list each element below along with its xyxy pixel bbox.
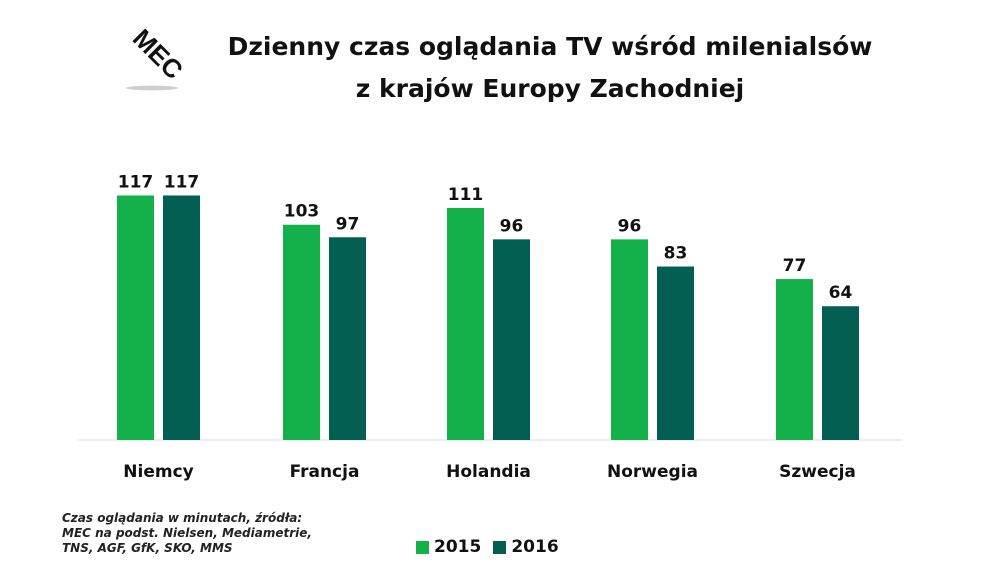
legend-item-2016: 2016 bbox=[493, 537, 559, 557]
category-label-norwegia: Norwegia bbox=[607, 462, 698, 482]
source-note: Czas oglądania w minutach, źródła: MEC n… bbox=[62, 511, 312, 556]
legend-item-2015: 2015 bbox=[416, 537, 481, 557]
category-label-niemcy: Niemcy bbox=[123, 462, 193, 482]
bar-holandia-2016 bbox=[493, 239, 530, 440]
data-label-niemcy-2016: 117 bbox=[164, 172, 200, 192]
data-label-szwecja-2015: 77 bbox=[783, 256, 807, 276]
bar-francja-2015 bbox=[283, 224, 320, 440]
legend-swatch-2015 bbox=[416, 540, 429, 554]
legend-swatch-2016 bbox=[493, 540, 507, 554]
data-label-holandia-2015: 111 bbox=[448, 185, 484, 205]
mec-logo: MEC bbox=[126, 23, 189, 91]
data-label-norwegia-2015: 96 bbox=[618, 216, 642, 236]
data-label-norwegia-2016: 83 bbox=[664, 244, 688, 264]
legend-label-2016: 2016 bbox=[511, 537, 559, 557]
bar-niemcy-2016 bbox=[163, 195, 200, 440]
data-label-szwecja-2016: 64 bbox=[829, 283, 853, 303]
category-label-holandia: Holandia bbox=[446, 462, 531, 482]
bar-niemcy-2015 bbox=[117, 195, 154, 440]
bar-szwecja-2015 bbox=[776, 279, 813, 440]
bar-norwegia-2016 bbox=[657, 266, 694, 440]
data-label-francja-2016: 97 bbox=[336, 214, 360, 234]
category-label-szwecja: Szwecja bbox=[779, 462, 856, 482]
bar-szwecja-2016 bbox=[822, 306, 859, 440]
data-label-niemcy-2015: 117 bbox=[118, 172, 154, 192]
bar-holandia-2015 bbox=[447, 208, 484, 440]
legend-label-2015: 2015 bbox=[434, 537, 482, 557]
logo-shadow bbox=[126, 85, 178, 91]
chart-title-line-1: Dzienny czas oglądania TV wśród milenial… bbox=[227, 32, 873, 61]
category-label-francja: Francja bbox=[290, 462, 360, 482]
chart-title-line-2: z krajów Europy Zachodniej bbox=[355, 74, 745, 103]
data-label-francja-2015: 103 bbox=[284, 202, 320, 222]
bar-francja-2016 bbox=[329, 237, 366, 440]
source-line: Czas oglądania w minutach, źródła: bbox=[62, 511, 303, 525]
source-line: MEC na podst. Nielsen, Mediametrie, bbox=[62, 526, 312, 540]
bar-norwegia-2015 bbox=[611, 239, 648, 440]
source-line: TNS, AGF, GfK, SKO, MMS bbox=[62, 541, 233, 555]
data-label-holandia-2016: 96 bbox=[500, 216, 524, 236]
legend: 2015 2016 bbox=[416, 537, 571, 557]
